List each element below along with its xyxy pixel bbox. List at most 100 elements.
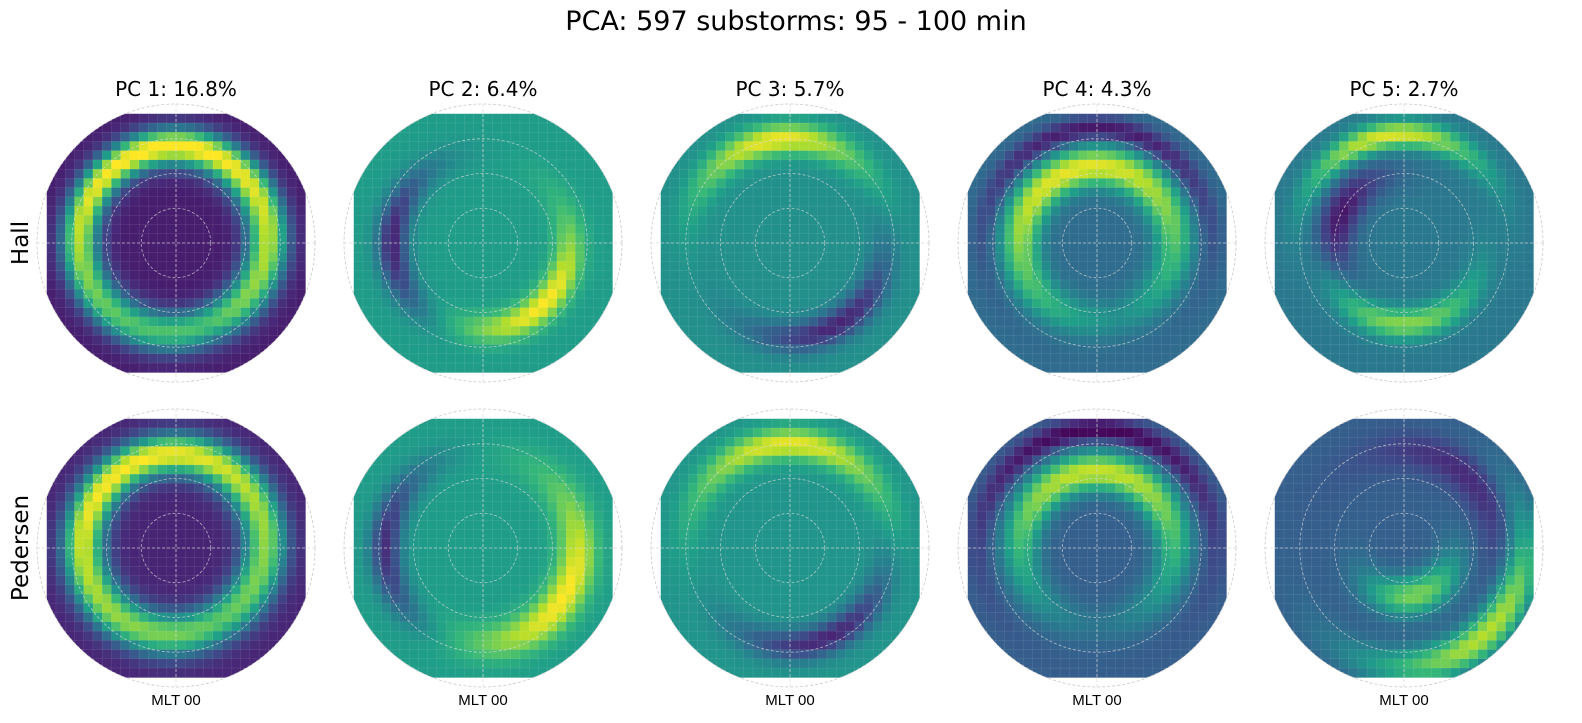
heatmap-cell <box>231 566 242 577</box>
heatmap-cell <box>1449 242 1461 253</box>
heatmap-cell <box>1050 122 1061 133</box>
heatmap-cell <box>1302 215 1313 226</box>
heatmap-cell <box>826 131 837 143</box>
heatmap-cell <box>1179 122 1190 133</box>
heatmap-cell <box>1041 298 1052 309</box>
heatmap-cell <box>1087 159 1098 170</box>
heatmap-cell <box>808 270 819 281</box>
heatmap-cell <box>1059 187 1070 198</box>
heatmap-cell <box>464 252 475 263</box>
heatmap-cell <box>157 418 168 429</box>
heatmap-cell <box>826 122 837 133</box>
heatmap-cell <box>1198 288 1209 300</box>
heatmap-cell <box>492 252 503 263</box>
heatmap-cell <box>64 279 76 290</box>
heatmap-cell <box>1449 131 1461 143</box>
heatmap-cell <box>408 187 419 198</box>
heatmap-cell <box>1523 141 1534 152</box>
heatmap-cell <box>1022 298 1033 309</box>
heatmap-cell <box>408 483 419 494</box>
heatmap-cell <box>64 658 76 669</box>
heatmap-cell <box>528 270 539 281</box>
heatmap-cell <box>1376 159 1387 170</box>
heatmap-cell <box>46 131 57 143</box>
heatmap-cell <box>418 547 429 558</box>
heatmap-cell <box>725 159 736 170</box>
heatmap-cell <box>1292 335 1304 346</box>
heatmap-cell <box>129 483 140 494</box>
heatmap-cell <box>408 205 419 216</box>
heatmap-cell <box>1348 224 1359 235</box>
heatmap-cell <box>1440 131 1451 143</box>
heatmap-cell <box>706 252 717 263</box>
heatmap-cell <box>976 270 987 281</box>
heatmap-cell <box>697 168 708 179</box>
heatmap-cell <box>1207 325 1218 336</box>
heatmap-cell <box>1449 168 1461 179</box>
heatmap-cell <box>240 344 251 355</box>
heatmap-cell <box>268 667 279 678</box>
heatmap-cell <box>1394 362 1405 373</box>
heatmap-cell <box>240 353 251 364</box>
heatmap-cell <box>408 529 419 540</box>
heatmap-cell <box>1142 344 1154 355</box>
heatmap-cell <box>826 233 837 244</box>
heatmap-cell <box>64 196 76 207</box>
heatmap-cell <box>148 603 159 614</box>
heatmap-cell <box>1339 252 1350 263</box>
heatmap-cell <box>46 279 57 290</box>
heatmap-cell <box>976 288 987 300</box>
heatmap-cell <box>900 187 911 198</box>
heatmap-cell <box>1179 288 1190 300</box>
heatmap-cell <box>1059 196 1070 207</box>
heatmap-cell <box>575 252 586 263</box>
heatmap-cell <box>64 584 76 595</box>
heatmap-cell <box>1274 215 1285 226</box>
heatmap-cell <box>1115 205 1126 216</box>
heatmap-cell <box>295 325 306 336</box>
heatmap-cell <box>734 353 745 364</box>
heatmap-cell <box>1339 122 1350 133</box>
heatmap-cell <box>1013 159 1024 170</box>
heatmap-cell <box>240 298 251 309</box>
heatmap-cell <box>286 353 297 364</box>
heatmap-cell <box>1124 122 1135 133</box>
heatmap-cell <box>381 529 392 540</box>
heatmap-cell <box>231 464 242 475</box>
heatmap-cell <box>436 252 447 263</box>
heatmap-cell <box>1161 215 1172 226</box>
column-title-pc1: PC 1: 16.8% <box>115 77 237 101</box>
heatmap-cell <box>390 113 401 124</box>
heatmap-cell <box>55 261 66 272</box>
heatmap-cell <box>120 658 131 669</box>
heatmap-cell <box>258 215 269 226</box>
heatmap-cell <box>845 113 856 124</box>
heatmap-cell <box>1422 141 1433 152</box>
heatmap-cell <box>64 242 76 253</box>
heatmap-cell <box>55 279 66 290</box>
heatmap-cell <box>1216 215 1227 226</box>
heatmap-cell <box>1283 362 1294 373</box>
heatmap-cell <box>1013 205 1024 216</box>
heatmap-cell <box>427 215 438 226</box>
heatmap-cell <box>268 427 279 438</box>
heatmap-cell <box>240 446 251 457</box>
heatmap-cell <box>1004 131 1015 143</box>
heatmap-cell <box>138 325 149 336</box>
heatmap-cell <box>464 261 475 272</box>
heatmap-cell <box>390 510 401 521</box>
heatmap-cell <box>1486 150 1497 161</box>
heatmap-cell <box>427 279 438 290</box>
heatmap-cell <box>1366 242 1377 253</box>
heatmap-cell <box>295 178 306 189</box>
heatmap-cell <box>408 640 419 651</box>
heatmap-cell <box>1189 252 1200 263</box>
heatmap-cell <box>353 455 364 466</box>
heatmap-cell <box>1403 215 1414 226</box>
heatmap-cell <box>1096 261 1107 272</box>
heatmap-cell <box>157 261 168 272</box>
heatmap-cell <box>1087 196 1098 207</box>
heatmap-cell <box>1022 362 1033 373</box>
heatmap-cell <box>268 316 279 327</box>
heatmap-cell <box>1302 159 1313 170</box>
